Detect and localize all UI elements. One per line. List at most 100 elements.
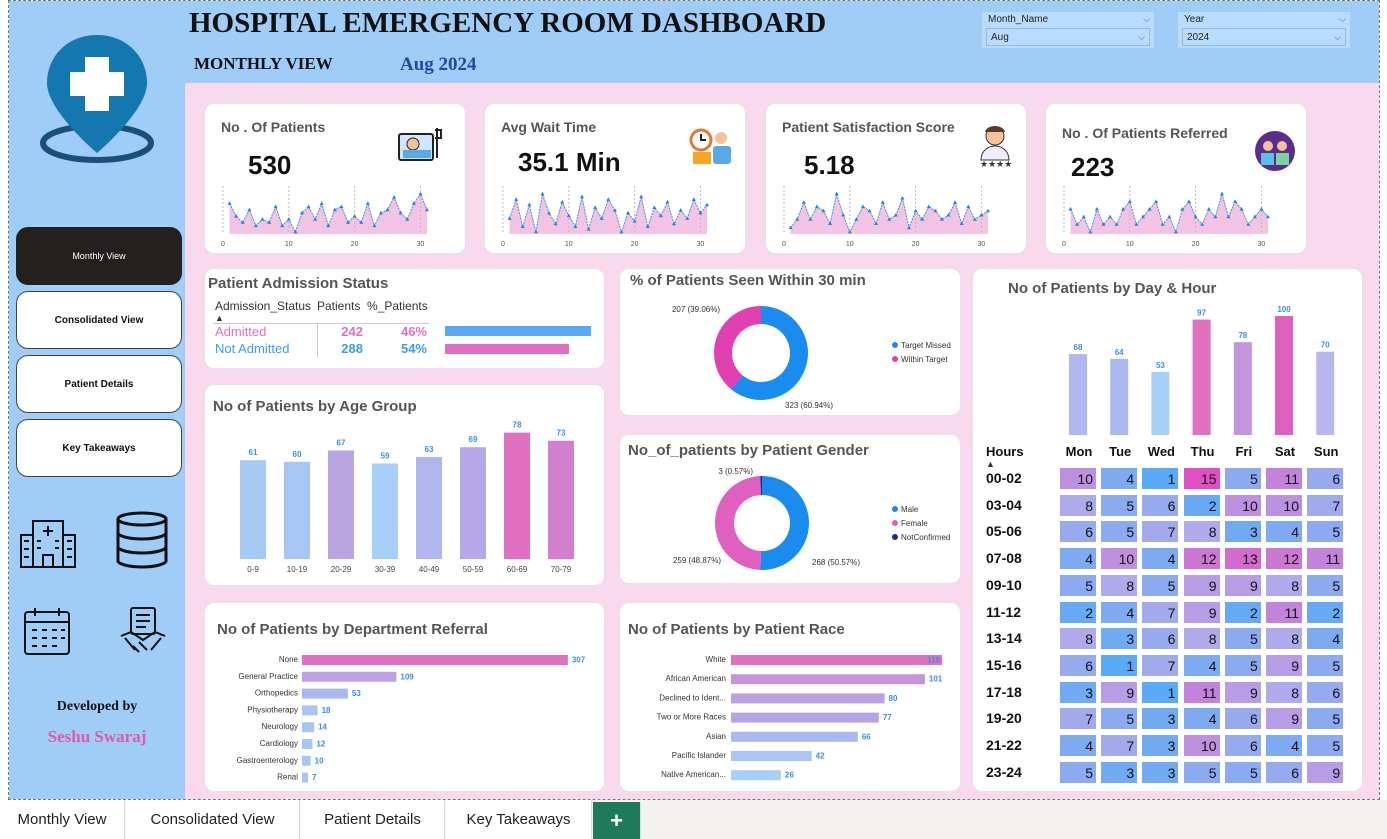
race-chart[interactable]: No of Patients by Patient Race White 110 A… — [619, 602, 961, 792]
bar-value-label: 63 — [425, 445, 434, 454]
tab-patient-details[interactable]: Patient Details — [301, 800, 445, 839]
heatmap-cell: 6 — [1141, 627, 1180, 651]
col-header-patients[interactable]: Patients — [317, 299, 361, 313]
nav-key-takeaways[interactable]: Key Takeaways — [16, 419, 182, 477]
bar-value-label: 60 — [293, 450, 302, 459]
bar — [302, 655, 568, 665]
legend-label: Within Target — [901, 355, 948, 364]
heatmap-cell: 3 — [1141, 707, 1180, 731]
year-slicer[interactable]: Year ⌵ 2024 ⌵ — [1177, 11, 1351, 49]
data-point — [1121, 207, 1126, 211]
age-bar — [240, 460, 266, 559]
data-point — [339, 204, 344, 209]
bar-value-label: 12 — [316, 740, 325, 749]
age-bar — [504, 432, 530, 559]
bar — [731, 674, 925, 685]
data-point — [834, 191, 839, 196]
day-hour-chart[interactable]: No of Patients by Day & Hour 68 64 53 97 78 1… — [972, 268, 1363, 792]
x-tick-label: 0 — [221, 241, 225, 248]
chart-title: No of Patients by Day & Hour — [1008, 280, 1217, 297]
data-point — [372, 223, 377, 228]
data-point — [573, 224, 578, 228]
hours-header[interactable]: Hours — [986, 444, 1024, 459]
tab-key-takeaways[interactable]: Key Takeaways — [446, 800, 592, 839]
tab-consolidated-view[interactable]: Consolidated View — [126, 800, 300, 839]
data-point — [795, 217, 800, 221]
nav-patient-details[interactable]: Patient Details — [16, 355, 182, 413]
category-label: African American — [666, 674, 726, 683]
col-header-status[interactable]: Admission_Status — [215, 299, 312, 313]
sort-asc-icon[interactable]: ▲ — [986, 459, 995, 469]
row-patients: 288 — [341, 341, 363, 356]
gender-chart[interactable]: No_of_patients by Patient Gender Male Fem… — [619, 434, 961, 584]
day-header: Thu — [1190, 444, 1215, 459]
data-point — [405, 217, 410, 221]
heatmap-cell: 9 — [1265, 707, 1303, 731]
chart-title: No of Patients by Patient Race — [628, 621, 845, 638]
data-point — [593, 205, 598, 209]
sidebar: Monthly View Consolidated View Patient D… — [9, 1, 185, 799]
col-header-pct[interactable]: %_Patients — [367, 299, 428, 313]
data-point — [939, 217, 944, 221]
data-point — [1101, 222, 1106, 226]
data-point — [425, 207, 429, 212]
x-tick-label: 10 — [285, 241, 293, 248]
heatmap-cell: 6 — [1141, 493, 1180, 517]
heatmap-cell: 8 — [1265, 627, 1303, 651]
data-point — [1154, 199, 1159, 203]
trend-area — [509, 194, 707, 234]
heatmap-cell: 9 — [1223, 680, 1262, 704]
data-point — [253, 223, 258, 228]
data-point — [385, 207, 390, 212]
bar — [302, 755, 311, 766]
heatmap-cell: 15 — [1182, 467, 1221, 490]
data-point — [1187, 199, 1192, 203]
category-label: General Practice — [238, 672, 298, 681]
age-group-chart[interactable]: No of Patients by Age Group 61 0-9 60 10-19… — [204, 384, 605, 586]
heatmap-cell: 10 — [1265, 493, 1303, 517]
kpi-card-satisfaction[interactable]: Patient Satisfaction Score 5.18 ★★★★ 0 10… — [765, 103, 1027, 254]
heatmap-cell: 6 — [1265, 760, 1303, 784]
heatmap-cell: 10 — [1100, 547, 1139, 571]
heatmap-cell: 4 — [1059, 547, 1097, 571]
data-point — [907, 225, 912, 230]
seen-donut: Target Missed Within Target 207 (39.06%) 32… — [672, 305, 951, 410]
month-slicer[interactable]: Month_Name ⌵ Aug ⌵ — [981, 11, 1155, 49]
department-referral-chart[interactable]: No of Patients by Department Referral No… — [204, 602, 605, 792]
admission-status-table[interactable]: Patient Admission Status Admission_Statu… — [204, 268, 605, 369]
trend-area — [1070, 194, 1268, 234]
bar-value-label: 100 — [1277, 305, 1291, 314]
data-point — [953, 200, 958, 204]
nav-consolidated-view[interactable]: Consolidated View — [16, 291, 182, 349]
data-point — [1068, 207, 1073, 211]
year-slicer-dropdown[interactable]: 2024 ⌵ — [1182, 28, 1346, 46]
x-tick-label: 0 — [501, 241, 505, 248]
heatmap-cell: 11 — [1182, 680, 1221, 704]
category-label: Declined to Ident... — [659, 693, 726, 702]
month-slicer-dropdown[interactable]: Aug ⌵ — [986, 28, 1150, 46]
bar-value-label: 61 — [249, 448, 258, 457]
sort-asc-icon[interactable]: ▲ — [215, 313, 224, 323]
seen-within-30-chart[interactable]: % of Patients Seen Within 30 min Target … — [619, 268, 961, 416]
data-point — [874, 221, 879, 225]
x-tick-label: 30 — [697, 241, 705, 248]
heatmap-cell: 9 — [1306, 760, 1345, 784]
page-subtitle: MONTHLY VIEW — [194, 54, 333, 73]
data-point — [652, 205, 657, 209]
data-point — [847, 229, 852, 234]
kpi-card-referred[interactable]: No . Of Patients Referred 223 0 10 20 30 — [1045, 103, 1307, 254]
database-icon — [116, 511, 168, 569]
data-point — [560, 199, 565, 204]
kpi-card-wait-time[interactable]: Avg Wait Time 35.1 Min 0 10 20 30 — [484, 103, 746, 254]
kpi-card-patients[interactable]: No . Of Patients 530 0 10 20 30 — [204, 103, 466, 254]
donut-slice — [715, 476, 762, 570]
tab-monthly-view[interactable]: Monthly View — [0, 800, 125, 839]
data-point — [685, 216, 690, 220]
hour-label: 11-12 — [986, 603, 1022, 620]
legend-marker — [892, 534, 898, 540]
bar — [302, 671, 397, 682]
bar-value-label: 73 — [557, 429, 566, 438]
legend-label: Target Missed — [901, 341, 951, 350]
add-page-button[interactable]: + — [593, 802, 641, 839]
nav-monthly-view[interactable]: Monthly View — [16, 227, 182, 285]
